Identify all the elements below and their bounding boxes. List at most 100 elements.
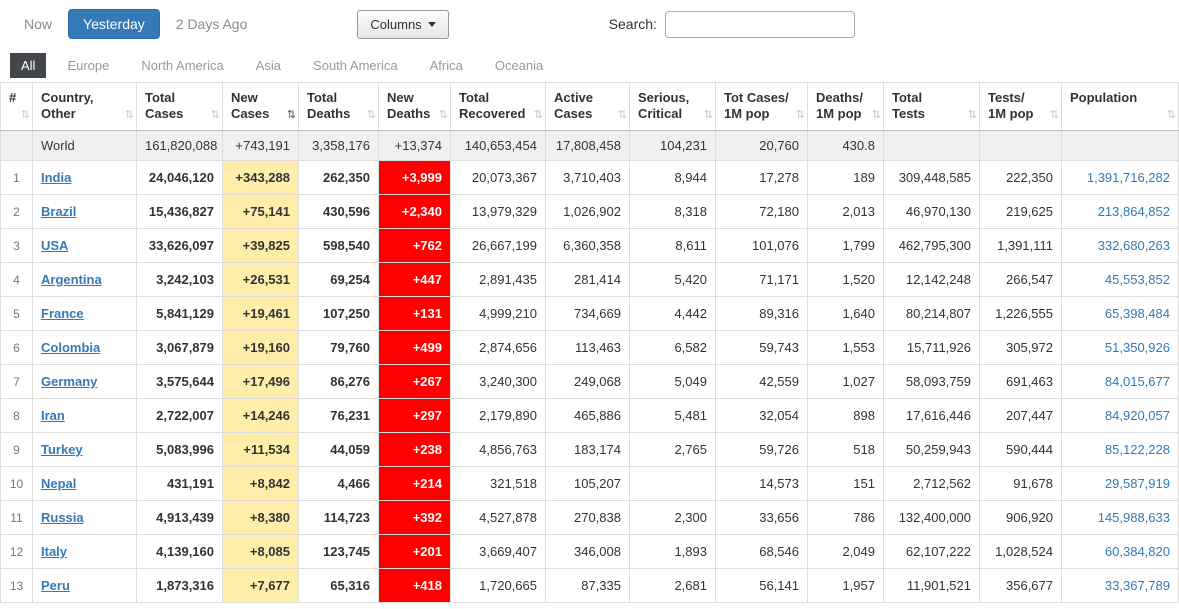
country-link[interactable]: France [41, 306, 84, 321]
data-cell: 91,678 [979, 466, 1062, 501]
sort-icon[interactable]: ⇅ [795, 109, 805, 122]
tab-asia[interactable]: Asia [255, 57, 282, 73]
data-cell: 15,436,827 [136, 194, 223, 229]
sort-icon[interactable]: ⇅ [533, 109, 543, 122]
country-row: 4 Argentina 3,242,103 +26,531 69,254 +447 2,89… [0, 262, 1179, 297]
population-link[interactable]: 84,015,677 [1104, 374, 1170, 389]
population-link[interactable]: 213,864,852 [1097, 204, 1170, 219]
header-total-cases[interactable]: Total Cases ⇅ [136, 82, 223, 131]
tab-south-america[interactable]: South America [313, 57, 398, 73]
header-tests-1m-pop[interactable]: Tests/1M pop ⇅ [979, 82, 1062, 131]
country-row: 9 Turkey 5,083,996 +11,534 44,059 +238 4,856,7… [0, 432, 1179, 467]
header-population[interactable]: Population ⇅ [1061, 82, 1179, 131]
country-link[interactable]: Italy [41, 544, 68, 559]
population-link[interactable]: 332,680,263 [1097, 238, 1170, 253]
population-link[interactable]: 33,367,789 [1104, 578, 1170, 593]
data-cell: +7,677 [222, 568, 299, 603]
country-link[interactable]: USA [41, 238, 69, 253]
data-cell: 590,444 [979, 432, 1062, 467]
header-country[interactable]: Country, Other ⇅ [32, 82, 137, 131]
data-cell: +762 [378, 228, 451, 263]
data-cell: 4,139,160 [136, 534, 223, 569]
sort-icon[interactable]: ⇅ [366, 109, 376, 122]
sort-icon[interactable]: ⇅ [1166, 109, 1176, 122]
data-cell: 87,335 [545, 568, 630, 603]
country-row: 10 Nepal 431,191 +8,842 4,466 +214 321,518 105,… [0, 466, 1179, 501]
header-new-deaths[interactable]: New Deaths ⇅ [378, 82, 451, 131]
data-cell: 2,681 [629, 568, 716, 603]
header-new-cases[interactable]: New Cases ⇅ [222, 82, 299, 131]
search-input[interactable] [664, 10, 855, 38]
rank-cell: 2 [0, 194, 33, 229]
data-cell: 462,795,300 [883, 228, 980, 263]
population-link[interactable]: 60,384,820 [1104, 544, 1170, 559]
header-tot-cases-1m-pop[interactable]: Tot Cases/1M pop ⇅ [715, 82, 808, 131]
now-tab[interactable]: Now [24, 16, 53, 32]
header-serious-critical[interactable]: Serious, Critical ⇅ [629, 82, 716, 131]
data-cell: 86,276 [298, 364, 379, 399]
data-cell: 72,180 [715, 194, 808, 229]
country-link[interactable]: Argentina [41, 272, 102, 287]
sort-icon[interactable]: ⇅ [438, 109, 448, 122]
data-cell: 26,667,199 [450, 228, 546, 263]
sort-icon[interactable]: ⇅ [286, 109, 296, 122]
data-cell: 5,049 [629, 364, 716, 399]
data-cell: 2,891,435 [450, 262, 546, 297]
sort-icon[interactable]: ⇅ [210, 109, 220, 122]
yesterday-tab[interactable]: Yesterday [68, 9, 160, 39]
country-link[interactable]: Colombia [41, 340, 101, 355]
country-row: 12 Italy 4,139,160 +8,085 123,745 +201 3,669,4… [0, 534, 1179, 569]
country-link[interactable]: Peru [41, 578, 70, 593]
tab-europe[interactable]: Europe [67, 57, 110, 73]
country-link[interactable]: Germany [41, 374, 98, 389]
data-cell: 898 [807, 398, 884, 433]
sort-icon[interactable]: ⇅ [871, 109, 881, 122]
data-cell: +743,191 [222, 130, 299, 161]
data-cell: 4,527,878 [450, 500, 546, 535]
data-cell: 281,414 [545, 262, 630, 297]
data-cell: 12,142,248 [883, 262, 980, 297]
population-link[interactable]: 84,920,057 [1104, 408, 1170, 423]
sort-icon[interactable]: ⇅ [967, 109, 977, 122]
header-total-recovered[interactable]: Total Recovered ⇅ [450, 82, 546, 131]
population-link[interactable]: 85,122,228 [1104, 442, 1170, 457]
header-total-deaths[interactable]: Total Deaths ⇅ [298, 82, 379, 131]
rank-cell: 13 [0, 568, 33, 603]
country-link[interactable]: Brazil [41, 204, 77, 219]
country-link[interactable]: India [41, 170, 72, 185]
country-link[interactable]: Russia [41, 510, 84, 525]
data-cell: 123,745 [298, 534, 379, 569]
country-link[interactable]: Turkey [41, 442, 83, 457]
header-rank[interactable]: # ⇅ [0, 82, 33, 131]
sort-icon[interactable]: ⇅ [703, 109, 713, 122]
sort-icon[interactable]: ⇅ [20, 109, 30, 122]
population-link[interactable]: 51,350,926 [1104, 340, 1170, 355]
data-cell: 262,350 [298, 160, 379, 195]
sort-icon[interactable]: ⇅ [1049, 109, 1059, 122]
data-cell: 1,226,555 [979, 296, 1062, 331]
population-link[interactable]: 65,398,484 [1104, 306, 1170, 321]
sort-icon[interactable]: ⇅ [124, 109, 134, 122]
population-link[interactable]: 1,391,716,282 [1086, 170, 1170, 185]
header-active-cases[interactable]: Active Cases ⇅ [545, 82, 630, 131]
data-cell: 62,107,222 [883, 534, 980, 569]
header-total-tests[interactable]: Total Tests ⇅ [883, 82, 980, 131]
tab-all[interactable]: All [10, 52, 47, 78]
data-cell: 1,553 [807, 330, 884, 365]
country-link[interactable]: Iran [41, 408, 65, 423]
sort-icon[interactable]: ⇅ [617, 109, 627, 122]
population-link[interactable]: 145,988,633 [1097, 510, 1170, 525]
population-link[interactable]: 45,553,852 [1104, 272, 1170, 287]
columns-dropdown-button[interactable]: Columns [357, 9, 449, 39]
tab-north-america[interactable]: North America [141, 57, 224, 73]
population-link[interactable]: 29,587,919 [1104, 476, 1170, 491]
tab-africa[interactable]: Africa [429, 57, 463, 73]
data-cell: 17,278 [715, 160, 808, 195]
data-cell: +131 [378, 296, 451, 331]
data-cell: 3,669,407 [450, 534, 546, 569]
header-deaths-1m-pop[interactable]: Deaths/1M pop ⇅ [807, 82, 884, 131]
two-days-ago-tab[interactable]: 2 Days Ago [175, 16, 248, 32]
country-link[interactable]: Nepal [41, 476, 77, 491]
data-cell: 20,760 [715, 130, 808, 161]
tab-oceania[interactable]: Oceania [494, 57, 544, 73]
